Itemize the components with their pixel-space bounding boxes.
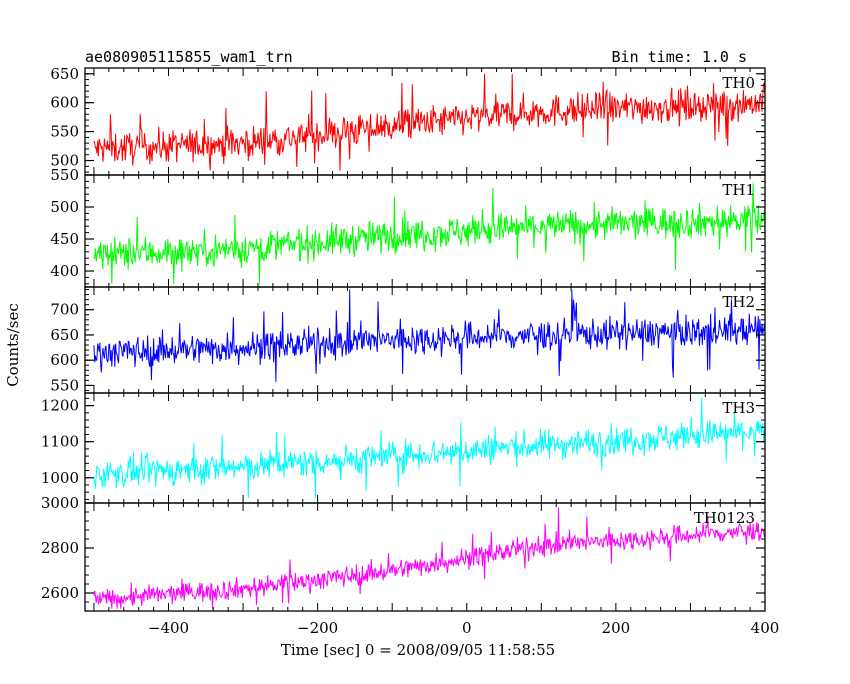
panel-th3: 1000 1100 1200 TH3	[41, 392, 766, 504]
panel-frame	[84, 174, 766, 288]
y-tick-label: 500	[50, 152, 79, 170]
y-tick-label: 1100	[41, 433, 79, 451]
series-line-th3	[93, 397, 766, 499]
y-tick-label: 600	[50, 94, 79, 112]
y-tick-label: 1000	[41, 469, 79, 487]
series-line-th0123	[93, 507, 766, 609]
y-tick-label: 400	[50, 262, 79, 280]
chart-source-title: ae080905115855_wam1_trn	[85, 48, 293, 66]
series-name-label: TH2	[722, 293, 755, 311]
x-tick-label: 400	[751, 619, 780, 637]
panel-th0123: 2600 2800 3000 TH0123	[41, 494, 766, 612]
x-tick-label: 0	[462, 619, 472, 637]
y-tick-label: 550	[50, 123, 79, 141]
x-tick-label: −200	[297, 619, 338, 637]
series-name-label: TH0	[722, 74, 755, 92]
panel-th0: 500 550 600 650 TH0	[50, 65, 766, 176]
x-tick-label: −400	[148, 619, 189, 637]
y-tick-label: 3000	[41, 494, 79, 512]
y-axis-title: Counts/sec	[4, 303, 22, 387]
y-tick-label: 2600	[41, 584, 79, 602]
series-name-label: TH1	[722, 181, 755, 199]
series-line-th1	[93, 183, 766, 284]
panel-th1: 400 450 500 550 TH1	[50, 166, 766, 288]
y-tick-label: 700	[50, 301, 79, 319]
y-tick-label: 550	[50, 166, 79, 184]
y-tick-label: 1200	[41, 397, 79, 415]
x-tick-label: 200	[602, 619, 631, 637]
series-name-label: TH0123	[694, 509, 755, 527]
y-tick-label: 600	[50, 351, 79, 369]
panel-frame	[84, 392, 766, 504]
panels: 500550600650TH0400450500550TH15506006507…	[41, 65, 780, 637]
y-tick-label: 2800	[41, 539, 79, 557]
x-axis-title: Time [sec] 0 = 2008/09/05 11:58:55	[281, 641, 555, 659]
series-line-th2	[93, 289, 766, 382]
panel-frame	[84, 502, 766, 612]
panel-th2: 550 600 650 700 TH2	[50, 286, 766, 394]
y-tick-label: 450	[50, 230, 79, 248]
y-tick-label: 650	[50, 65, 79, 83]
y-tick-label: 550	[50, 376, 79, 394]
series-line-th0	[93, 73, 766, 171]
y-tick-label: 650	[50, 326, 79, 344]
series-name-label: TH3	[722, 399, 755, 417]
bin-time-label: Bin time: 1.0 s	[612, 48, 747, 66]
y-tick-label: 500	[50, 198, 79, 216]
